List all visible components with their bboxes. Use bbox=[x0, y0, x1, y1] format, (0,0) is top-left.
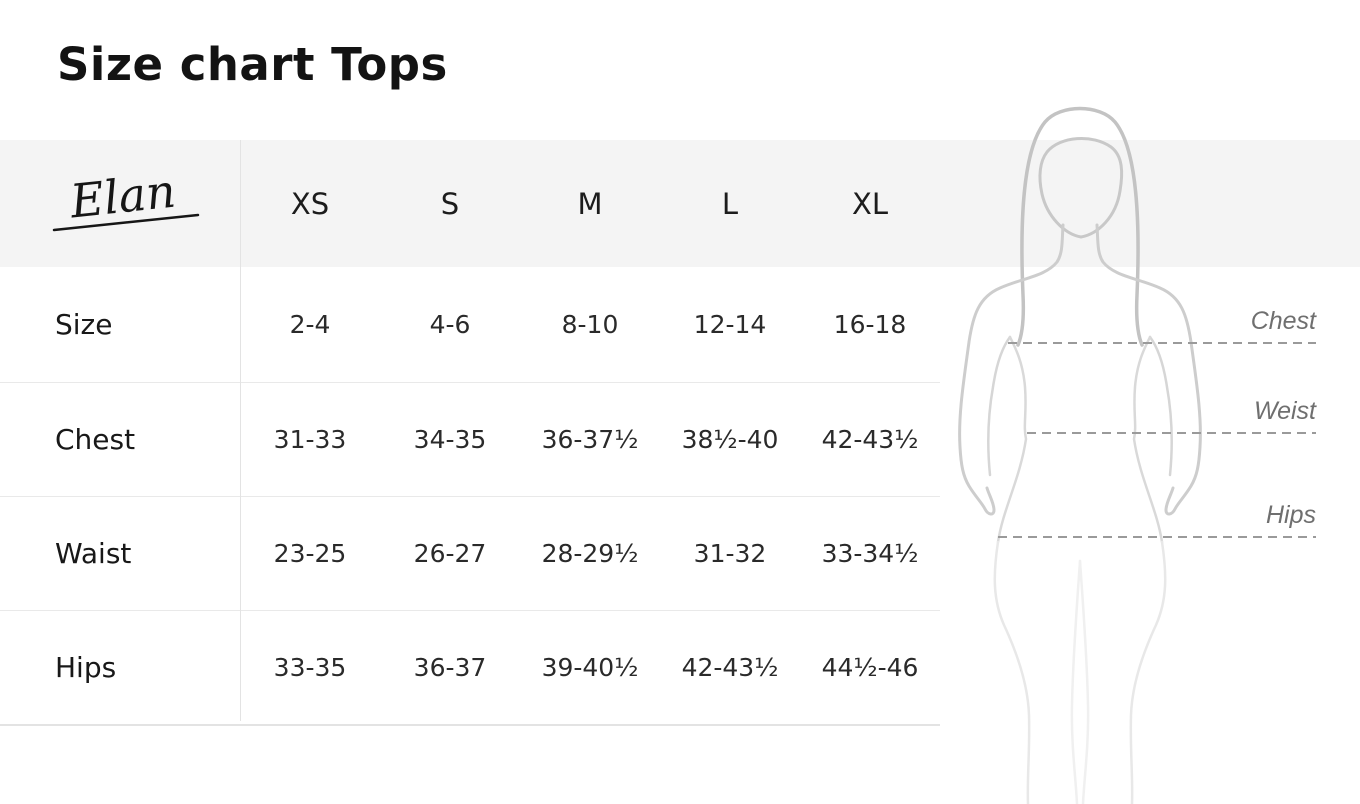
row-label-hips: Hips bbox=[55, 651, 117, 684]
brand-logo-cell: Elan bbox=[0, 140, 240, 267]
left-leg-outline bbox=[993, 540, 1031, 804]
left-arm-inner-line bbox=[987, 335, 1012, 477]
right-arm-outline bbox=[1095, 223, 1202, 516]
cell-waist-s: 26-27 bbox=[413, 539, 487, 568]
row-label-waist: Waist bbox=[55, 537, 132, 570]
right-leg-outline bbox=[1129, 540, 1167, 804]
hair-outline bbox=[1016, 106, 1144, 347]
table-row-hips: Hips 33-35 36-37 39-40½ 42-43½ 44½-46 bbox=[0, 610, 940, 724]
right-torso-line bbox=[1132, 335, 1164, 544]
cell-size-m: 8-10 bbox=[561, 310, 619, 339]
page-title: Size chart Tops bbox=[57, 38, 448, 91]
cell-hips-s: 36-37 bbox=[413, 653, 487, 682]
brand-logo: Elan bbox=[52, 164, 200, 232]
cell-waist-xs: 23-25 bbox=[273, 539, 347, 568]
inner-leg-right-line bbox=[1078, 559, 1090, 804]
cell-chest-s: 34-35 bbox=[413, 425, 487, 454]
cell-chest-xs: 31-33 bbox=[273, 425, 347, 454]
cell-chest-l: 38½-40 bbox=[681, 425, 779, 454]
cell-chest-xl: 42-43½ bbox=[821, 425, 919, 454]
cell-hips-xl: 44½-46 bbox=[821, 653, 919, 682]
cell-waist-xl: 33-34½ bbox=[821, 539, 919, 568]
hips-measure-line bbox=[998, 536, 1316, 538]
cell-hips-m: 39-40½ bbox=[541, 653, 639, 682]
cell-hips-l: 42-43½ bbox=[681, 653, 779, 682]
cell-size-xs: 2-4 bbox=[289, 310, 331, 339]
weist-measure-label: Weist bbox=[1253, 397, 1316, 425]
table-row-waist: Waist 23-25 26-27 28-29½ 31-32 33-34½ bbox=[0, 496, 940, 610]
size-chart-table: Elan XS S M L XL Size 2-4 4-6 8-10 12-14… bbox=[0, 140, 940, 726]
inner-leg-left-line bbox=[1070, 559, 1082, 804]
chest-measure-line bbox=[1008, 342, 1316, 344]
cell-waist-l: 31-32 bbox=[693, 539, 767, 568]
cell-hips-xs: 33-35 bbox=[273, 653, 347, 682]
column-header-xl: XL bbox=[851, 186, 889, 221]
left-arm-outline bbox=[958, 223, 1065, 516]
column-header-m: M bbox=[577, 186, 603, 221]
column-header-xs: XS bbox=[290, 186, 330, 221]
brand-logo-underline bbox=[52, 213, 200, 232]
cell-size-s: 4-6 bbox=[429, 310, 471, 339]
weist-measure-line bbox=[1027, 432, 1316, 434]
face-outline bbox=[1038, 136, 1124, 239]
cell-size-l: 12-14 bbox=[693, 310, 767, 339]
table-row-size: Size 2-4 4-6 8-10 12-14 16-18 bbox=[0, 267, 940, 382]
column-header-s: S bbox=[440, 186, 460, 221]
column-header-l: L bbox=[721, 186, 739, 221]
left-torso-line bbox=[996, 335, 1028, 544]
cell-size-xl: 16-18 bbox=[833, 310, 907, 339]
cell-chest-m: 36-37½ bbox=[541, 425, 639, 454]
woman-figure-illustration bbox=[958, 106, 1202, 804]
table-header-band bbox=[0, 140, 1360, 267]
row-label-chest: Chest bbox=[55, 423, 136, 456]
chest-measure-label: Chest bbox=[1250, 307, 1316, 335]
right-arm-inner-line bbox=[1148, 335, 1173, 477]
table-column-divider bbox=[240, 140, 241, 721]
table-header-row: Elan XS S M L XL bbox=[0, 140, 940, 267]
hips-measure-label: Hips bbox=[1265, 501, 1316, 529]
brand-logo-text: Elan bbox=[67, 164, 178, 229]
cell-waist-m: 28-29½ bbox=[541, 539, 639, 568]
row-label-size: Size bbox=[55, 308, 113, 341]
table-row-chest: Chest 31-33 34-35 36-37½ 38½-40 42-43½ bbox=[0, 382, 940, 496]
